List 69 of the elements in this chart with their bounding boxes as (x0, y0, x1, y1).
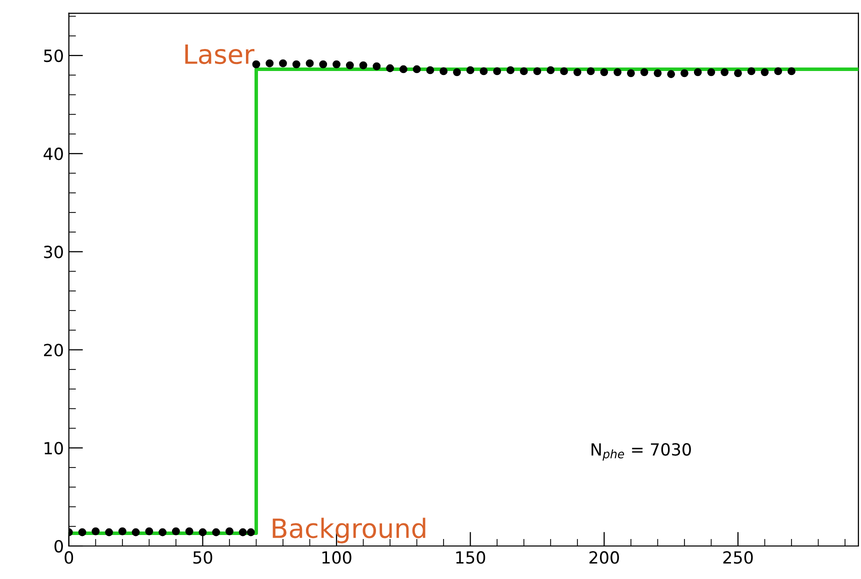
y-tick-label: 20 (44, 344, 63, 356)
x-tick-label: 100 (322, 551, 352, 564)
x-tick-label: 150 (456, 551, 486, 564)
annotation: Laser (185, 44, 254, 64)
point (145, 527, 154, 536)
y-tick-label: 40 (44, 148, 63, 160)
point (132, 528, 140, 536)
point (640, 68, 648, 76)
point (359, 61, 368, 70)
point (346, 61, 354, 70)
point (453, 68, 461, 76)
point (319, 60, 328, 68)
x-tick-label: 0 (64, 551, 74, 564)
point (493, 67, 502, 76)
point (212, 528, 220, 536)
point (560, 67, 568, 76)
point (372, 62, 381, 70)
point (426, 66, 434, 74)
point (480, 67, 488, 76)
point (238, 528, 247, 536)
point (92, 527, 100, 536)
point (172, 527, 180, 536)
x-tick-label: 250 (723, 551, 753, 564)
x-tick-label: 200 (589, 551, 619, 564)
point (226, 527, 234, 536)
point (747, 67, 756, 76)
point (198, 528, 207, 536)
point (185, 527, 194, 536)
point (573, 68, 582, 76)
point (600, 68, 608, 76)
point (546, 66, 555, 74)
point (506, 66, 514, 74)
point (760, 68, 769, 76)
y-tick-label: 0 (54, 540, 63, 553)
point (774, 67, 782, 76)
y-tick-label: 10 (44, 442, 63, 454)
point (694, 68, 702, 76)
y-tick-label: 30 (44, 246, 63, 258)
point (614, 68, 622, 76)
point (586, 67, 595, 76)
point (412, 65, 421, 74)
point (399, 65, 408, 74)
y-tick-label: 50 (44, 49, 63, 62)
point (520, 67, 528, 76)
point (707, 68, 716, 76)
point (533, 67, 542, 76)
point (654, 69, 662, 78)
point (386, 64, 394, 72)
point (158, 528, 167, 536)
point (279, 59, 287, 68)
point (332, 60, 340, 68)
annotation: N$_{phe}$ = 7030 (592, 443, 691, 461)
point (788, 67, 796, 76)
point (667, 70, 676, 78)
point (680, 69, 688, 78)
point (266, 59, 274, 68)
point (78, 528, 86, 536)
point (118, 527, 126, 536)
point (720, 68, 729, 76)
point (105, 528, 113, 536)
point (466, 66, 474, 74)
point (734, 69, 742, 78)
point (440, 67, 448, 76)
point (306, 59, 314, 68)
point (246, 528, 255, 536)
point (626, 69, 635, 78)
point (292, 60, 300, 68)
x-tick-label: 50 (193, 551, 212, 564)
annotation: Background (272, 518, 426, 544)
